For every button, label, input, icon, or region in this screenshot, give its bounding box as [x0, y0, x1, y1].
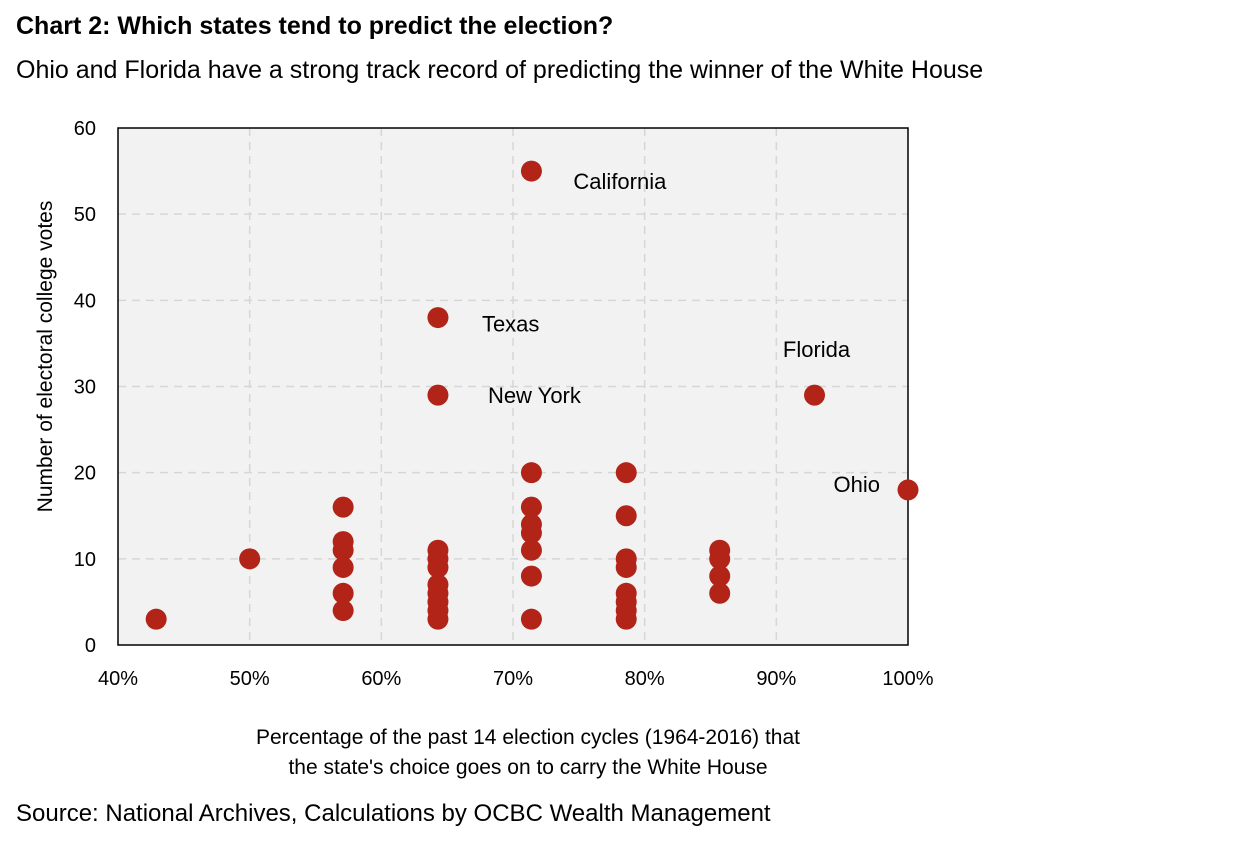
point-annotation: Texas — [482, 312, 539, 337]
data-point — [427, 608, 449, 630]
source-note: Source: National Archives, Calculations … — [16, 800, 771, 827]
plot-frame — [117, 127, 909, 646]
y-tick-label: 30 — [74, 377, 96, 399]
data-point — [520, 496, 542, 518]
x-tick-label: 70% — [493, 668, 533, 690]
data-point — [709, 565, 731, 587]
y-tick-label: 50 — [74, 204, 96, 226]
data-point — [520, 160, 542, 182]
x-tick-label: 80% — [625, 668, 665, 690]
data-point — [332, 539, 354, 561]
x-tick-label: 90% — [756, 668, 796, 690]
data-point — [897, 479, 919, 501]
data-point — [615, 556, 637, 578]
y-axis-title: Number of electoral college votes — [34, 201, 57, 513]
data-point — [239, 548, 261, 570]
data-points — [145, 160, 919, 630]
data-point — [427, 556, 449, 578]
point-annotation: California — [573, 169, 667, 194]
point-annotation: Florida — [783, 337, 851, 362]
data-point — [615, 608, 637, 630]
y-tick-label: 10 — [74, 549, 96, 571]
data-point — [520, 522, 542, 544]
x-axis-title-line-1: Percentage of the past 14 election cycle… — [256, 726, 800, 749]
y-axis-ticks: 0 10 20 30 40 50 60 — [74, 118, 96, 657]
chart-subtitle: Ohio and Florida have a strong track rec… — [16, 56, 984, 84]
x-tick-label: 40% — [98, 668, 138, 690]
data-point — [709, 582, 731, 604]
y-tick-label: 40 — [74, 290, 96, 312]
data-point — [520, 565, 542, 587]
data-point — [427, 384, 449, 406]
data-point — [709, 548, 731, 570]
y-tick-label: 60 — [74, 118, 96, 140]
point-annotation: New York — [488, 383, 582, 408]
y-tick-label: 0 — [85, 635, 96, 657]
x-axis-ticks: 40% 50% 60% 70% 80% 90% 100% — [98, 668, 934, 690]
data-point — [520, 539, 542, 561]
data-point — [332, 582, 354, 604]
x-tick-label: 60% — [361, 668, 401, 690]
data-point — [332, 496, 354, 518]
data-point — [520, 608, 542, 630]
y-tick-label: 20 — [74, 463, 96, 485]
point-annotation: Ohio — [834, 472, 880, 497]
point-annotations: California Texas New York Florida Ohio — [482, 169, 880, 497]
data-point — [145, 608, 167, 630]
data-point — [520, 462, 542, 484]
data-point — [804, 384, 826, 406]
data-point — [427, 307, 449, 329]
data-point — [615, 505, 637, 527]
data-point — [332, 600, 354, 622]
x-axis-title-line-2: the state's choice goes on to carry the … — [288, 756, 767, 779]
data-point — [615, 462, 637, 484]
x-tick-label: 50% — [230, 668, 270, 690]
chart-title: Chart 2: Which states tend to predict th… — [16, 12, 614, 40]
x-tick-label: 100% — [882, 668, 933, 690]
data-point — [332, 556, 354, 578]
